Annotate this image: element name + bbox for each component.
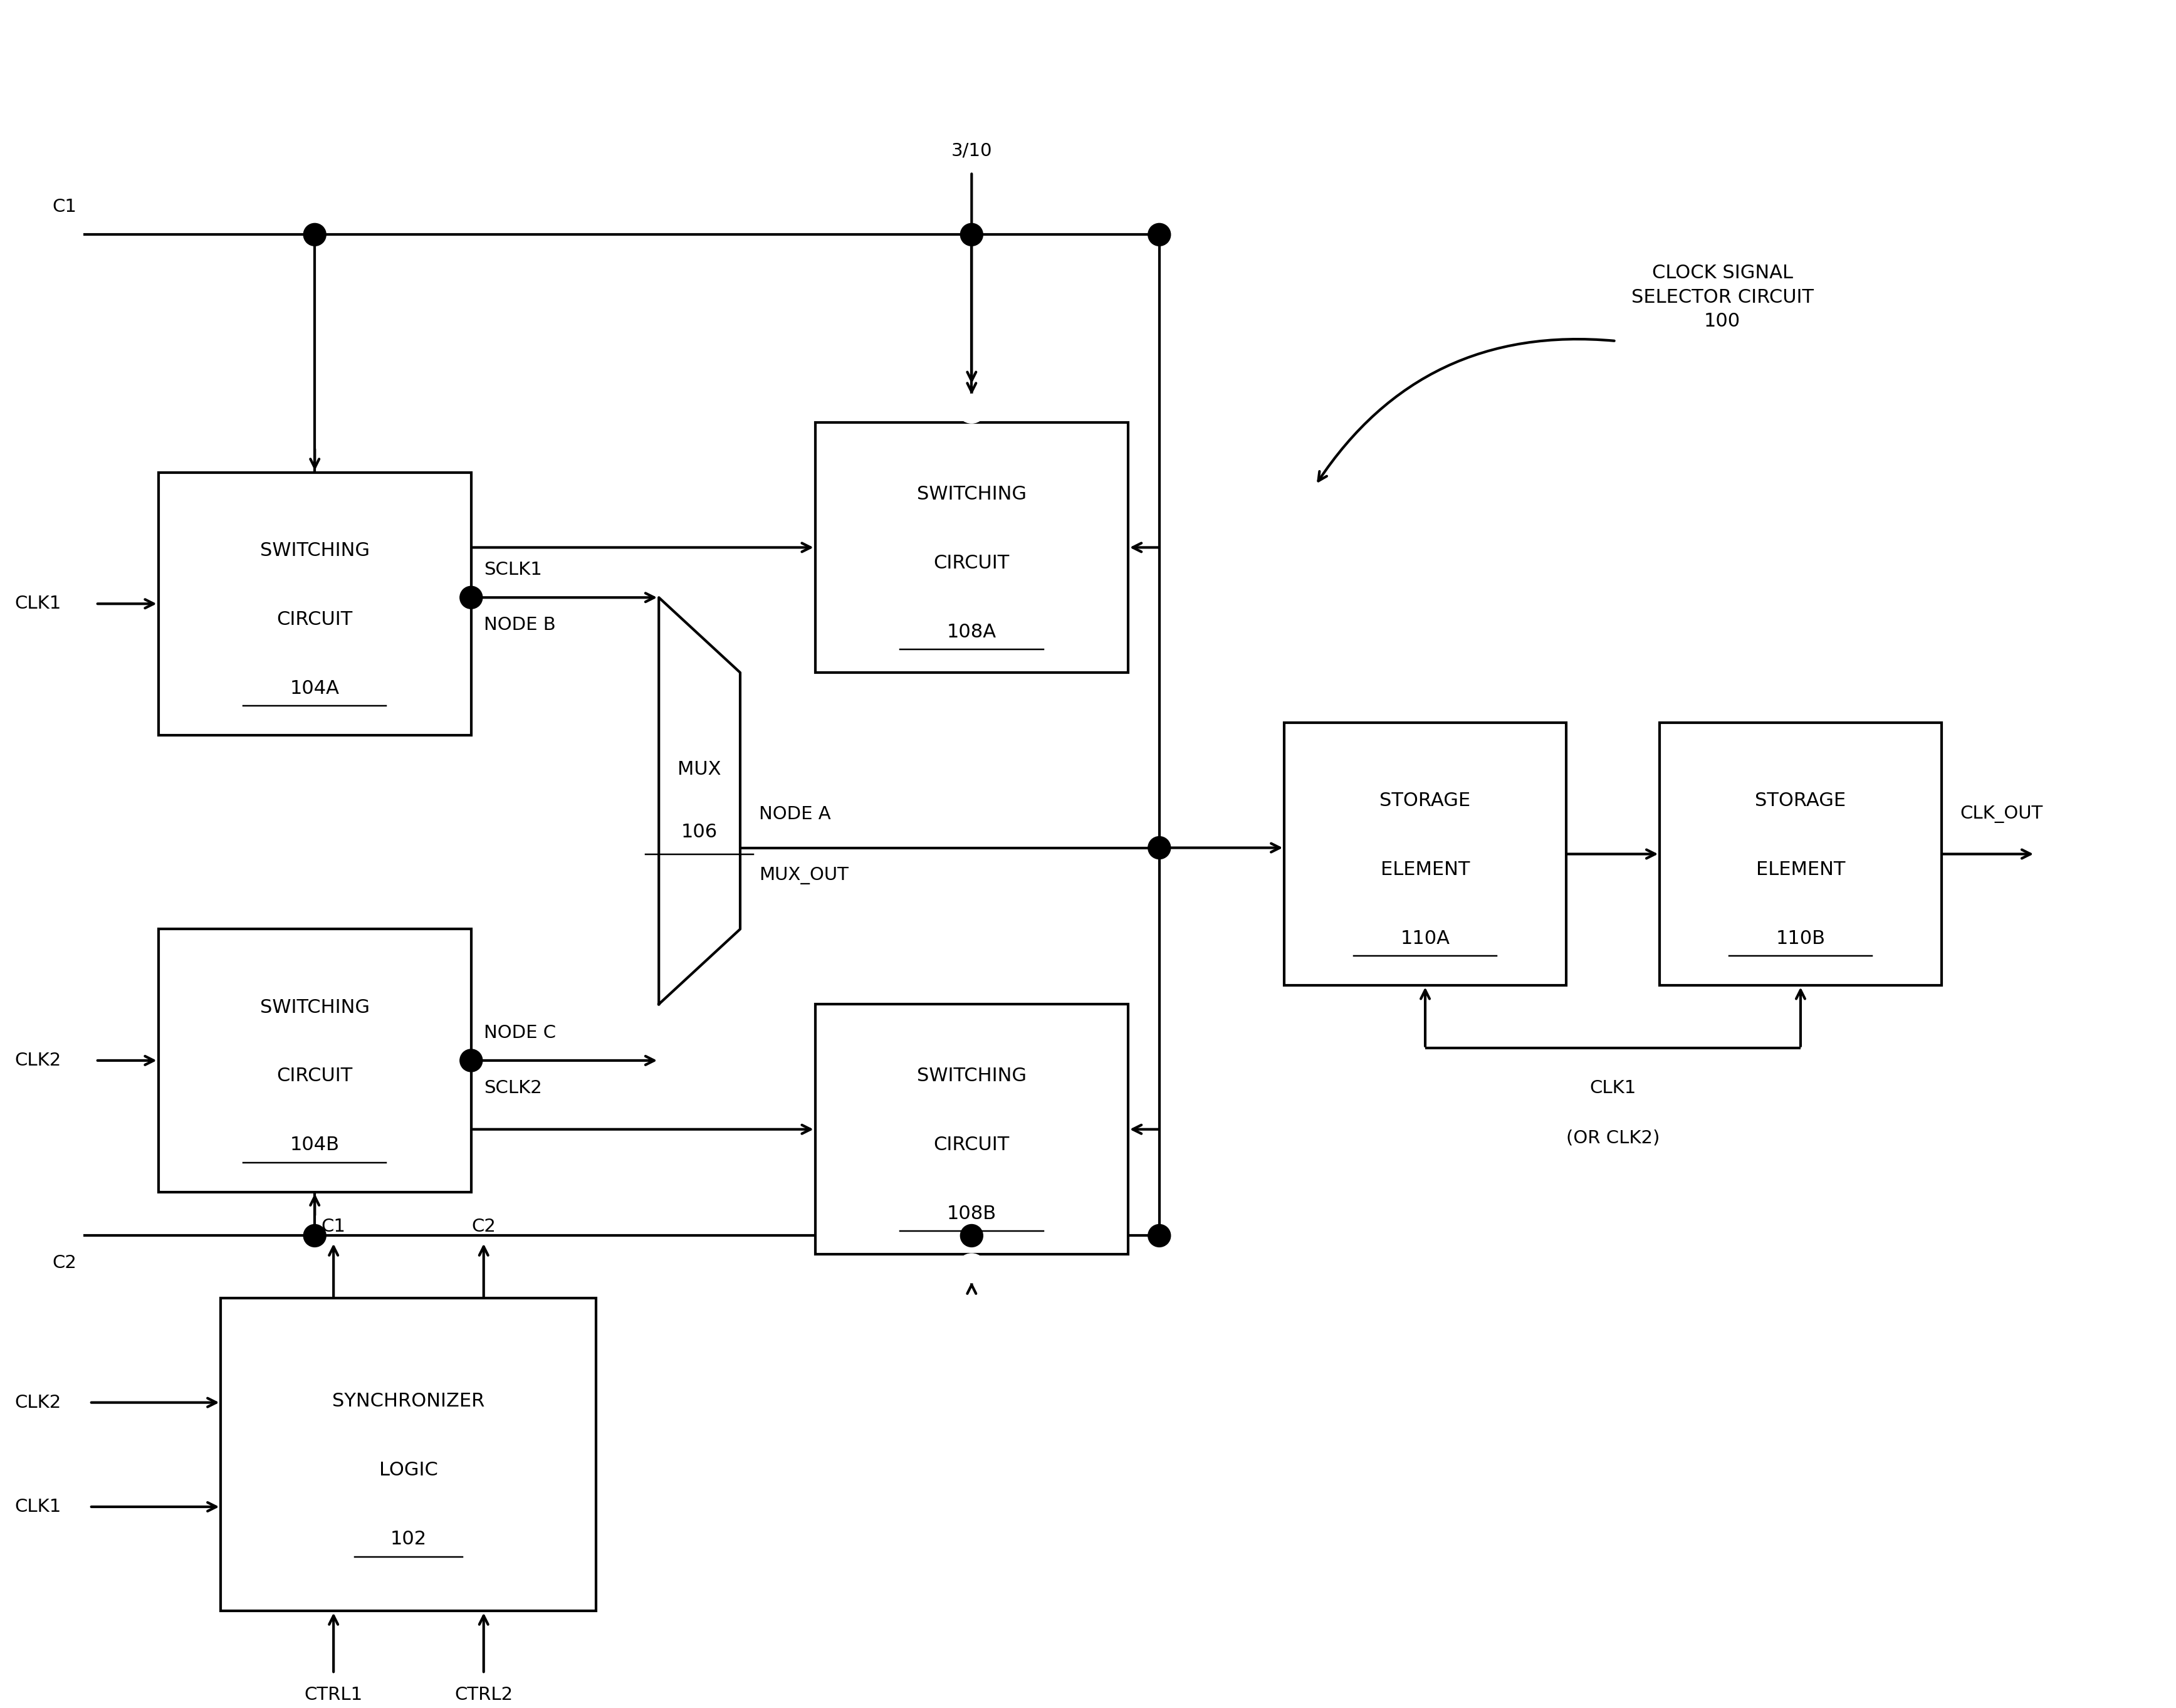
Text: CLK_OUT: CLK_OUT [1961,804,2043,823]
Text: CLOCK SIGNAL
SELECTOR CIRCUIT
100: CLOCK SIGNAL SELECTOR CIRCUIT 100 [1632,265,1813,330]
Circle shape [960,1225,984,1247]
Text: SWITCHING: SWITCHING [916,1068,1027,1085]
Text: ELEMENT: ELEMENT [1380,861,1469,878]
Circle shape [1149,837,1171,859]
Text: LOGIC: LOGIC [379,1462,437,1479]
Text: CIRCUIT: CIRCUIT [934,553,1010,572]
Text: 108A: 108A [947,623,997,640]
Text: SWITCHING: SWITCHING [259,997,370,1016]
Circle shape [960,224,984,246]
Text: (OR CLK2): (OR CLK2) [1567,1129,1660,1146]
Text: C2: C2 [52,1254,76,1272]
Text: 108B: 108B [947,1204,997,1223]
Bar [816,422,1127,673]
Bar [222,1298,596,1611]
Text: NODE B: NODE B [483,617,555,634]
Text: CIRCUIT: CIRCUIT [276,610,353,629]
Text: 3/10: 3/10 [951,142,992,159]
Text: CLK2: CLK2 [15,1052,61,1069]
Text: SWITCHING: SWITCHING [259,541,370,560]
Bar [159,473,472,734]
Text: SYNCHRONIZER: SYNCHRONIZER [333,1392,485,1411]
Text: 104B: 104B [289,1136,339,1155]
Bar [159,929,472,1192]
Text: CTRL1: CTRL1 [305,1686,363,1703]
Text: 102: 102 [390,1530,426,1547]
Text: SWITCHING: SWITCHING [916,485,1027,504]
Text: C2: C2 [472,1218,496,1235]
Circle shape [459,586,483,608]
Text: 110B: 110B [1776,929,1826,948]
Text: CLK2: CLK2 [15,1394,61,1411]
Bar [1284,722,1567,986]
Text: STORAGE: STORAGE [1756,793,1845,810]
Text: CLK1: CLK1 [15,1498,61,1515]
Circle shape [459,1049,483,1071]
Circle shape [302,1225,326,1247]
Bar [1660,722,1941,986]
Text: NODE A: NODE A [759,804,831,823]
Text: 110A: 110A [1401,929,1449,948]
Text: SCLK2: SCLK2 [483,1079,542,1097]
Polygon shape [659,598,740,1004]
Text: C1: C1 [322,1218,346,1235]
Text: C1: C1 [52,198,76,215]
Text: 106: 106 [681,823,718,842]
Text: STORAGE: STORAGE [1380,793,1471,810]
Bar [816,1004,1127,1254]
Text: CIRCUIT: CIRCUIT [276,1068,353,1085]
Text: SCLK1: SCLK1 [483,562,542,579]
Text: ELEMENT: ELEMENT [1756,861,1845,878]
Text: CLK1: CLK1 [15,594,61,613]
Text: 104A: 104A [289,680,339,697]
Circle shape [1149,1225,1171,1247]
Text: MUX_OUT: MUX_OUT [759,866,849,885]
Text: CLK1: CLK1 [1591,1079,1636,1097]
Circle shape [1149,224,1171,246]
Circle shape [957,1254,986,1283]
Text: NODE C: NODE C [483,1025,555,1042]
Circle shape [957,395,986,422]
Text: MUX: MUX [677,760,720,779]
Text: CIRCUIT: CIRCUIT [934,1136,1010,1155]
Circle shape [302,224,326,246]
Text: CTRL2: CTRL2 [455,1686,514,1703]
